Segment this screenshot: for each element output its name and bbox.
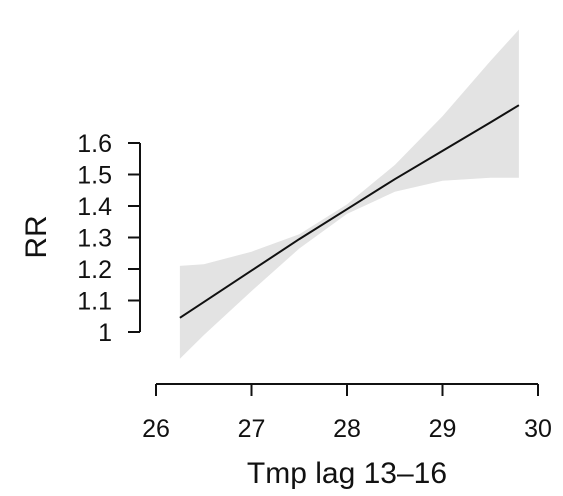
y-tick-label: 1.2 xyxy=(77,256,112,284)
axes-layer: Tmp lag 13–16 RR 1 1.1 1.2 1.3 1.4 1.5 1.6 26 27… xyxy=(20,130,552,490)
confidence-band xyxy=(179,29,519,359)
y-tick-label: 1.3 xyxy=(77,225,112,253)
fitted-line xyxy=(179,104,520,319)
x-tick-label: 29 xyxy=(429,415,457,443)
y-tick-label: 1.6 xyxy=(77,130,112,158)
x-tick-label: 28 xyxy=(333,415,361,443)
x-tick-label: 26 xyxy=(142,415,170,443)
y-tick-label: 1 xyxy=(98,319,112,347)
y-tick-label: 1.4 xyxy=(77,193,112,221)
y-tick-label: 1.1 xyxy=(77,288,112,316)
plot-layer xyxy=(179,29,520,359)
x-tick-label: 30 xyxy=(524,415,552,443)
x-axis-title: Tmp lag 13–16 xyxy=(247,457,447,490)
y-tick-label: 1.5 xyxy=(77,162,112,190)
x-tick-label: 27 xyxy=(238,415,266,443)
y-axis-title: RR xyxy=(20,215,53,258)
